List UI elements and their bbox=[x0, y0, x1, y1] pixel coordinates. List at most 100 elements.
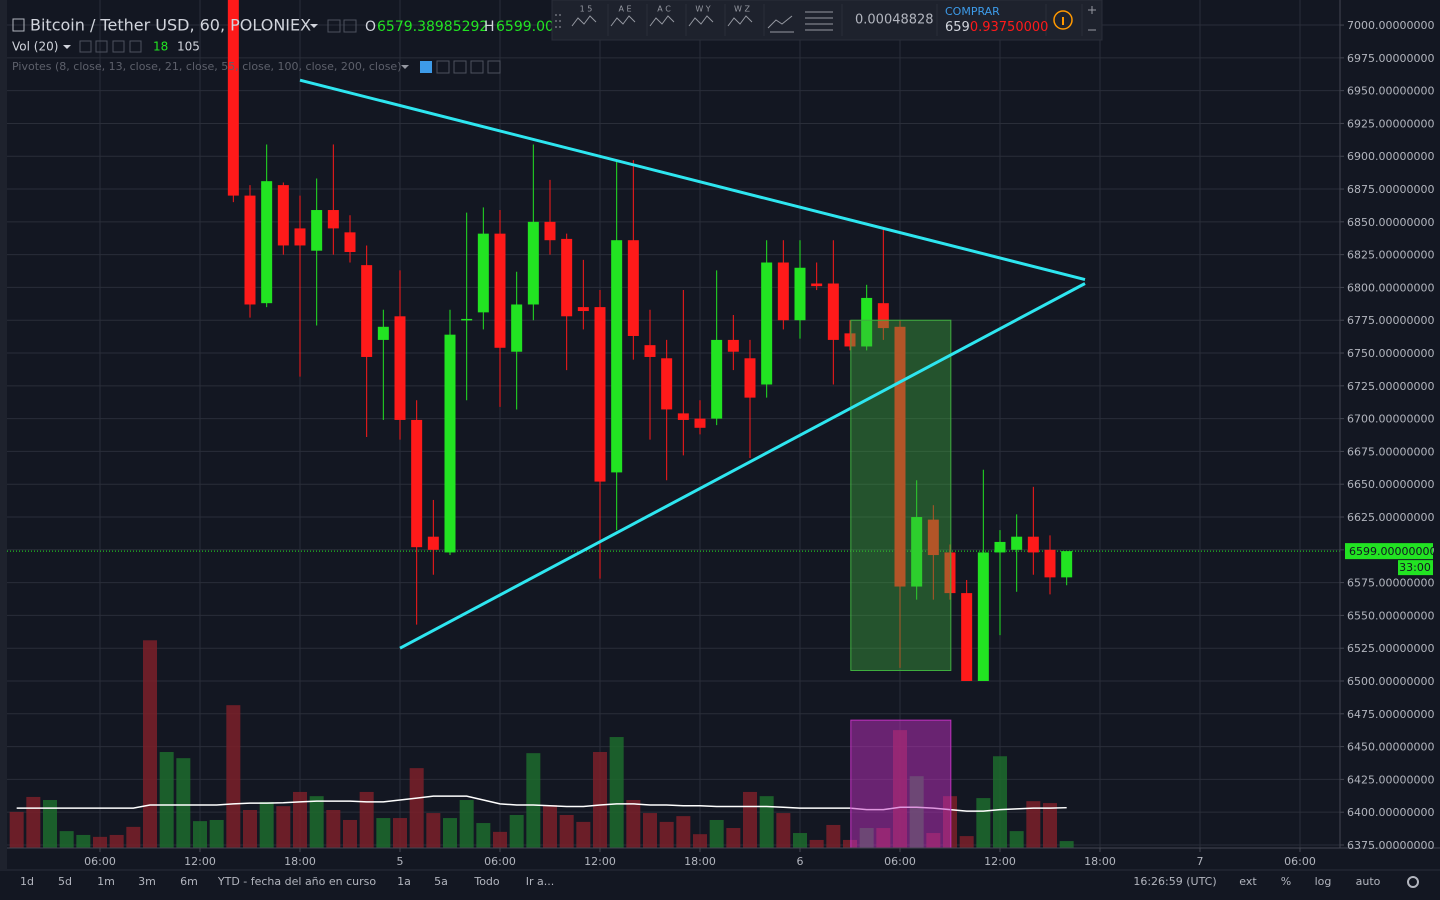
pattern-tool-label[interactable]: A E bbox=[618, 5, 631, 14]
candle-body bbox=[644, 345, 656, 357]
range-button[interactable]: 1m bbox=[97, 875, 115, 888]
y-tick-label: 6800.00000000 bbox=[1347, 281, 1434, 294]
settings-icon[interactable] bbox=[1407, 876, 1419, 888]
range-button[interactable]: 1d bbox=[20, 875, 34, 888]
scale-option[interactable]: auto bbox=[1356, 875, 1381, 888]
y-tick-label: 6775.00000000 bbox=[1347, 314, 1434, 327]
buy-label[interactable]: COMPRAR bbox=[945, 5, 1000, 18]
volume-bar bbox=[643, 813, 657, 848]
scale-option[interactable]: ext bbox=[1239, 875, 1257, 888]
candle-body bbox=[261, 181, 273, 304]
range-button[interactable]: Ir a... bbox=[526, 875, 555, 888]
y-tick-label: 6425.00000000 bbox=[1347, 773, 1434, 786]
icon[interactable] bbox=[112, 40, 125, 53]
volume-bar bbox=[109, 834, 124, 848]
dropdown-arrow[interactable] bbox=[310, 24, 318, 28]
candle-body bbox=[544, 221, 556, 241]
pattern-tool-icon[interactable] bbox=[688, 15, 714, 27]
y-tick-label: 6625.00000000 bbox=[1347, 511, 1434, 524]
volume-bar bbox=[709, 819, 724, 848]
candle-body bbox=[927, 519, 939, 556]
volume-box bbox=[850, 719, 952, 849]
candle-body bbox=[744, 358, 756, 398]
volume-bar bbox=[93, 836, 107, 848]
y-tick-label: 6400.00000000 bbox=[1347, 806, 1434, 819]
eye-icon[interactable] bbox=[420, 61, 432, 73]
volume-bar bbox=[43, 800, 57, 848]
volume-bar bbox=[243, 809, 257, 848]
icon[interactable] bbox=[487, 60, 501, 74]
buy-price-tail: 0.93750000 bbox=[970, 20, 1049, 35]
pattern-tool-icon[interactable] bbox=[727, 15, 753, 27]
icon[interactable] bbox=[436, 60, 450, 74]
volume-name: Vol (20) bbox=[12, 40, 58, 54]
range-button[interactable]: 6m bbox=[180, 875, 198, 888]
candle-body bbox=[727, 339, 739, 352]
volume-bar bbox=[326, 809, 341, 848]
candle-body bbox=[694, 418, 706, 428]
zoom-buttons[interactable] bbox=[1088, 6, 1096, 31]
x-tick-label: 06:00 bbox=[484, 855, 516, 868]
pattern-tool-label[interactable]: W Z bbox=[734, 5, 750, 14]
x-tick-label: 7 bbox=[1197, 855, 1204, 868]
pattern-tool-label[interactable]: A C bbox=[657, 5, 671, 14]
candle-body bbox=[661, 358, 673, 410]
volume-bar bbox=[809, 839, 824, 848]
y-tick-label: 7000.00000000 bbox=[1347, 19, 1434, 32]
volume-bar bbox=[143, 640, 157, 848]
volume-bar bbox=[126, 826, 141, 848]
volume-bar bbox=[376, 818, 391, 848]
candle-body bbox=[361, 265, 373, 357]
icon[interactable] bbox=[95, 40, 108, 53]
candle-body bbox=[844, 333, 856, 347]
icon[interactable] bbox=[343, 19, 357, 33]
icon[interactable] bbox=[453, 60, 467, 74]
y-tick-label: 6825.00000000 bbox=[1347, 249, 1434, 262]
pattern-tool-icon[interactable] bbox=[610, 15, 636, 27]
scale-option[interactable]: % bbox=[1281, 875, 1291, 888]
open-label: O bbox=[365, 19, 376, 35]
buy-price[interactable]: 6590.93750000 bbox=[945, 20, 1048, 35]
volume-bar bbox=[676, 816, 691, 848]
pattern-tool-label[interactable]: 1 5 bbox=[580, 5, 593, 14]
icon[interactable] bbox=[327, 19, 341, 33]
pattern-tool-icon[interactable] bbox=[649, 15, 675, 27]
candle-body bbox=[244, 195, 256, 305]
volume-bar bbox=[776, 813, 791, 848]
candle-body bbox=[427, 536, 439, 550]
y-tick-label: 6675.00000000 bbox=[1347, 445, 1434, 458]
countdown: 33:00 bbox=[1399, 561, 1431, 574]
range-button[interactable]: 5d bbox=[58, 875, 72, 888]
pattern-tool-label[interactable]: W Y bbox=[695, 5, 710, 14]
range-button[interactable]: Todo bbox=[473, 875, 500, 888]
range-button[interactable]: 1a bbox=[397, 875, 411, 888]
collapse-icon[interactable] bbox=[12, 18, 25, 32]
volume-bar bbox=[9, 811, 24, 848]
range-button[interactable]: 3m bbox=[138, 875, 156, 888]
icon[interactable] bbox=[79, 40, 92, 53]
info-icon[interactable] bbox=[1053, 10, 1073, 30]
candle-body bbox=[1061, 551, 1073, 578]
ratio: 0.00048828 bbox=[855, 13, 934, 28]
volume-ma: 105 bbox=[177, 40, 200, 54]
x-tick-label: 6 bbox=[797, 855, 804, 868]
icon[interactable] bbox=[129, 40, 142, 53]
last-price-tag bbox=[1345, 543, 1433, 560]
icon[interactable] bbox=[470, 60, 484, 74]
volume-bar bbox=[959, 836, 974, 848]
pivots-legend: Pivotes (8, close, 13, close, 21, close,… bbox=[12, 60, 401, 73]
scale-option[interactable]: log bbox=[1315, 875, 1332, 888]
dropdown-arrow[interactable] bbox=[401, 65, 409, 69]
candle-body bbox=[811, 283, 823, 287]
candle-body bbox=[944, 552, 956, 594]
range-button[interactable]: 5a bbox=[434, 875, 448, 888]
bottom-controls: 1d 5d 1m 3m 6m YTD - fecha del año en curso 1a… bbox=[20, 875, 1419, 888]
candle-body bbox=[761, 262, 773, 385]
tool-icon[interactable] bbox=[767, 11, 833, 33]
range-button[interactable]: YTD - fecha del año en curso bbox=[217, 875, 377, 888]
countdown-tag bbox=[1398, 560, 1433, 576]
dropdown-arrow[interactable] bbox=[63, 45, 71, 49]
x-tick-label: 06:00 bbox=[884, 855, 916, 868]
pattern-tool-icon[interactable] bbox=[571, 15, 597, 27]
candle-body bbox=[611, 240, 623, 473]
